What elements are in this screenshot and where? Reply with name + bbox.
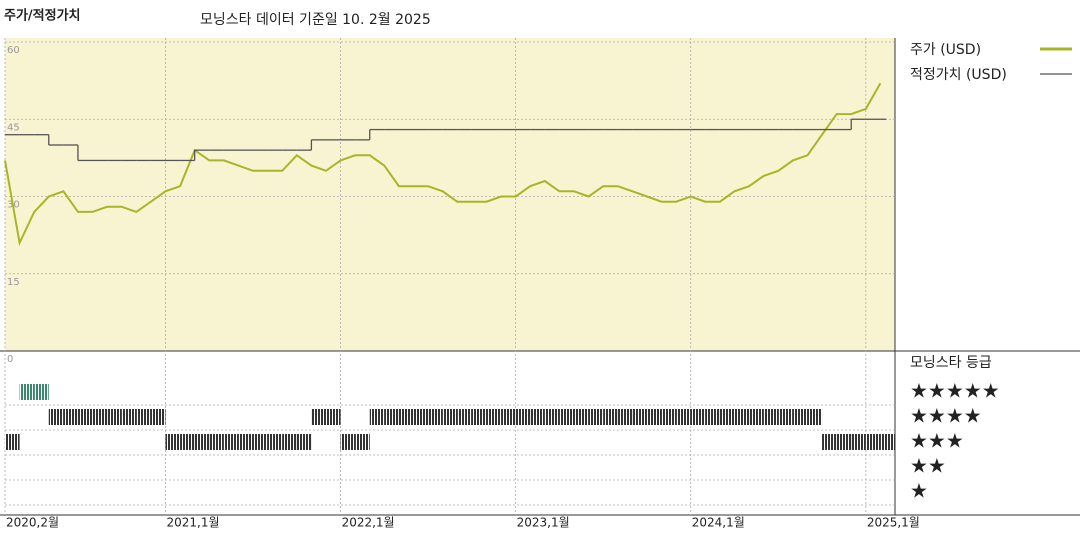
chart-title: 주가/적정가치: [4, 8, 81, 24]
rating-stripe: [107, 409, 122, 425]
legend-label: 적정가치 (USD): [910, 67, 1007, 83]
x-tick-label: 2022,1월: [342, 516, 395, 530]
rating-stripe: [77, 409, 93, 425]
rating-label: ★★: [910, 454, 946, 478]
rating-stripe: [792, 409, 808, 425]
rating-stripe: [121, 409, 137, 425]
rating-stripe: [501, 409, 516, 425]
rating-stripe: [223, 434, 239, 450]
rating-stripe: [63, 409, 78, 425]
rating-stripe: [238, 434, 254, 450]
rating-stripe: [92, 409, 108, 425]
plot-background: [5, 38, 895, 351]
x-tick-label: 2021,1월: [166, 516, 219, 530]
price-line: [4, 82, 882, 247]
rating-stripe: [34, 384, 49, 400]
rating-stripe: [690, 409, 706, 425]
rating-stripe: [530, 409, 545, 425]
rating-stripe: [486, 409, 502, 425]
rating-stripe: [428, 409, 443, 425]
rating-stripe: [574, 409, 589, 425]
rating-stripe: [48, 409, 64, 425]
x-tick-label: 2025,1월: [867, 516, 920, 530]
y-tick-label: 45: [7, 122, 20, 133]
rating-stripe: [822, 434, 837, 450]
rating-stripe: [603, 409, 618, 425]
x-tick-label: 2024,1월: [692, 516, 745, 530]
rating-stripe: [617, 409, 633, 425]
rating-stripe: [194, 434, 210, 450]
rating-stripe: [559, 409, 575, 425]
rating-stripe: [646, 409, 662, 425]
rating-title: 모닝스타 등급: [910, 355, 992, 371]
x-tick-label: 2023,1월: [517, 516, 570, 530]
x-tick-label: 2020,2월: [6, 516, 59, 530]
rating-stripe: [282, 434, 297, 450]
rating-stripe: [19, 384, 35, 400]
rating-stripe: [719, 409, 735, 425]
legend-label: 주가 (USD): [910, 42, 981, 58]
rating-stripe: [705, 409, 720, 425]
rating-stripe: [734, 409, 750, 425]
rating-label: ★★★★: [910, 404, 982, 428]
rating-stripe: [880, 434, 895, 450]
rating-stripe: [807, 409, 823, 425]
rating-stripe: [851, 434, 866, 450]
rating-stripe: [5, 434, 20, 450]
rating-label: ★★★: [910, 429, 964, 453]
rating-stripe: [661, 409, 677, 425]
rating-stripe: [398, 409, 414, 425]
rating-stripe: [588, 409, 604, 425]
rating-stripe: [676, 409, 691, 425]
rating-label: ★: [910, 479, 928, 503]
rating-stripe: [253, 434, 268, 450]
rating-stripe: [515, 409, 531, 425]
rating-stripe: [778, 409, 793, 425]
rating-stripe: [355, 434, 370, 450]
rating-stripe: [296, 434, 312, 450]
rating-stripe: [369, 409, 385, 425]
y-tick-label: 15: [7, 277, 20, 288]
y-tick-label: 0: [7, 354, 13, 365]
rating-stripe: [763, 409, 779, 425]
rating-stripe: [136, 409, 151, 425]
rating-stripe: [413, 409, 429, 425]
rating-stripe: [150, 409, 166, 425]
rating-stripe: [209, 434, 224, 450]
rating-stripe: [311, 409, 326, 425]
rating-stripe: [457, 409, 472, 425]
rating-stripe: [325, 409, 341, 425]
rating-stripe: [632, 409, 647, 425]
rating-stripe: [471, 409, 487, 425]
chart-subtitle: 모닝스타 데이터 기준일 10. 2월 2025: [200, 12, 431, 28]
rating-stripe: [865, 434, 881, 450]
rating-stripe: [340, 434, 356, 450]
rating-stripe: [267, 434, 283, 450]
rating-stripe: [165, 434, 181, 450]
rating-label: ★★★★★: [910, 379, 1000, 403]
rating-stripe: [749, 409, 764, 425]
rating-stripe: [836, 434, 852, 450]
y-tick-label: 60: [7, 45, 20, 56]
rating-stripe: [544, 409, 560, 425]
rating-stripe: [180, 434, 195, 450]
rating-stripe: [442, 409, 458, 425]
rating-stripe: [384, 409, 399, 425]
